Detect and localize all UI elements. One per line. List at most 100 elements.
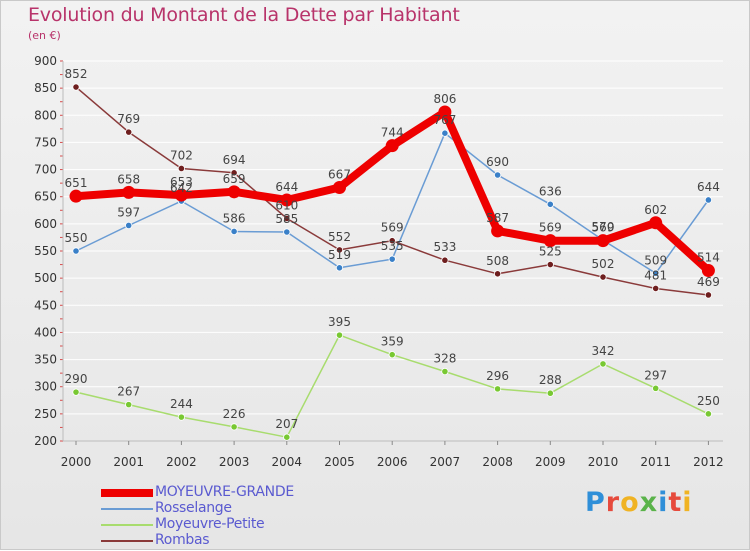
data-point bbox=[543, 234, 557, 248]
data-label: 597 bbox=[117, 205, 140, 219]
x-tick-label: 2007 bbox=[430, 455, 461, 469]
data-point bbox=[491, 224, 505, 238]
logo-letter: i bbox=[658, 487, 669, 518]
data-point bbox=[335, 331, 344, 339]
data-point bbox=[704, 196, 713, 204]
y-tick-label: 550 bbox=[34, 244, 57, 258]
axes: 200 250 300 350 400 450 500 550 600 650 700 750 800 8… bbox=[34, 54, 724, 469]
x-tick-label: 2001 bbox=[113, 455, 144, 469]
data-label: 585 bbox=[275, 212, 298, 226]
legend-swatch bbox=[101, 524, 153, 526]
x-tick-label: 2000 bbox=[61, 455, 92, 469]
data-point bbox=[701, 264, 715, 278]
data-label: 570 bbox=[592, 220, 615, 234]
data-label: 744 bbox=[381, 126, 404, 140]
data-point bbox=[125, 221, 133, 230]
legend-label: MOYEUVRE-GRANDE bbox=[155, 484, 294, 500]
data-point bbox=[388, 255, 396, 263]
data-label: 569 bbox=[592, 221, 615, 235]
y-tick-label: 350 bbox=[34, 353, 57, 367]
x-tick-label: 2006 bbox=[377, 455, 408, 469]
data-label: 644 bbox=[697, 180, 720, 194]
data-point bbox=[122, 185, 136, 199]
logo-letter: i bbox=[682, 487, 693, 518]
data-label: 602 bbox=[644, 203, 667, 217]
data-label: 653 bbox=[170, 175, 193, 189]
data-label: 636 bbox=[539, 184, 562, 198]
data-label: 481 bbox=[644, 268, 667, 282]
data-point bbox=[283, 228, 291, 236]
y-tick-label: 400 bbox=[34, 325, 57, 339]
data-point bbox=[704, 291, 713, 299]
logo-letter: P bbox=[585, 487, 606, 518]
data-label: 702 bbox=[170, 148, 193, 162]
data-label: 659 bbox=[223, 172, 246, 186]
data-point bbox=[599, 360, 607, 368]
data-point bbox=[704, 410, 713, 418]
data-point bbox=[72, 83, 80, 91]
data-label: 690 bbox=[486, 155, 509, 169]
data-point bbox=[72, 388, 80, 396]
data-point bbox=[72, 247, 80, 255]
data-point bbox=[125, 128, 133, 136]
data-label: 769 bbox=[117, 112, 140, 126]
data-point bbox=[230, 423, 238, 431]
y-tick-label: 500 bbox=[34, 271, 57, 285]
y-tick-label: 300 bbox=[34, 380, 57, 394]
y-tick-label: 600 bbox=[34, 217, 57, 231]
data-point bbox=[333, 180, 346, 194]
y-tick-label: 750 bbox=[34, 135, 57, 149]
data-label: 569 bbox=[539, 221, 562, 235]
data-label: 290 bbox=[65, 372, 88, 386]
legend-label: Rosselange bbox=[155, 500, 232, 516]
data-point bbox=[596, 234, 610, 248]
data-point bbox=[174, 188, 188, 202]
y-tick-label: 200 bbox=[34, 434, 57, 448]
y-tick-label: 800 bbox=[34, 108, 57, 122]
data-label: 651 bbox=[65, 176, 88, 190]
data-point bbox=[388, 351, 396, 359]
data-point bbox=[441, 129, 449, 137]
data-label: 469 bbox=[697, 275, 720, 289]
data-label: 694 bbox=[223, 153, 246, 167]
data-point bbox=[230, 227, 238, 236]
legend-swatch bbox=[101, 540, 153, 542]
data-label: 552 bbox=[328, 230, 351, 244]
data-point bbox=[335, 264, 344, 272]
y-tick-label: 850 bbox=[34, 81, 57, 95]
data-label: 250 bbox=[697, 394, 720, 408]
data-label: 514 bbox=[697, 251, 720, 265]
legend-swatch bbox=[101, 508, 153, 510]
data-point bbox=[441, 367, 449, 376]
data-point bbox=[652, 384, 660, 392]
data-point bbox=[283, 433, 291, 441]
logo-letter: o bbox=[620, 487, 640, 518]
data-point bbox=[335, 246, 344, 254]
data-label: 667 bbox=[328, 167, 351, 181]
x-tick-label: 2012 bbox=[693, 455, 724, 469]
legend-label: Rombas bbox=[155, 532, 210, 548]
data-point bbox=[230, 169, 238, 177]
data-label: 207 bbox=[275, 417, 298, 431]
y-tick-label: 450 bbox=[34, 298, 57, 312]
data-label: 533 bbox=[433, 240, 456, 254]
data-point bbox=[493, 385, 502, 393]
data-point bbox=[280, 193, 294, 207]
data-point bbox=[493, 270, 502, 278]
data-labels: 651 658 653 659 644 667 744 806 587 569 569 602 514 5… bbox=[65, 67, 720, 431]
data-point bbox=[283, 214, 291, 223]
data-point bbox=[652, 284, 660, 293]
data-label: 342 bbox=[592, 344, 615, 358]
data-label: 508 bbox=[486, 254, 509, 268]
data-label: 550 bbox=[65, 231, 88, 245]
data-label: 767 bbox=[433, 113, 456, 127]
x-tick-label: 2004 bbox=[272, 455, 303, 469]
data-label: 267 bbox=[117, 385, 140, 399]
y-tick-label: 250 bbox=[34, 407, 57, 421]
data-point bbox=[649, 216, 663, 230]
data-point bbox=[599, 273, 607, 281]
legend-swatch bbox=[101, 489, 153, 497]
data-point bbox=[385, 139, 399, 153]
data-point bbox=[177, 413, 185, 421]
series-lines bbox=[69, 83, 715, 441]
